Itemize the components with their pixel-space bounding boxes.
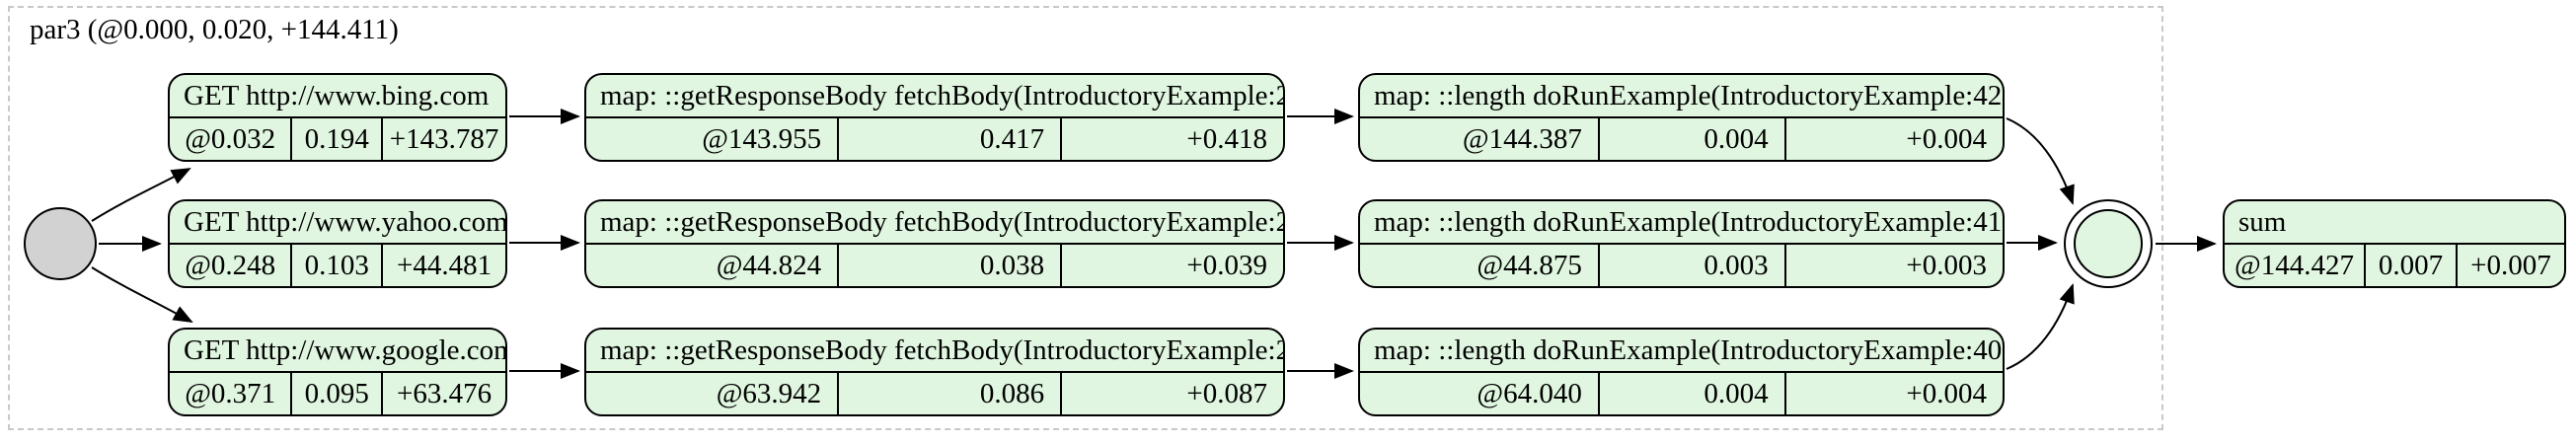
cell-duration: 0.003 (1597, 245, 1784, 286)
node-title: GET http://www.yahoo.com (170, 201, 505, 245)
cell-at: @0.248 (185, 250, 276, 281)
cell-at: @63.942 (716, 378, 822, 409)
cell-duration: 0.095 (290, 373, 381, 414)
cell-duration: 0.007 (2364, 245, 2456, 286)
par3-cluster-box (8, 6, 2163, 430)
node-map-getresponsebody-1: map: ::getResponseBody fetchBody(Introdu… (584, 73, 1285, 162)
node-map-length-3: map: ::length doRunExample(IntroductoryE… (1358, 328, 2005, 416)
cell-delta: +0.004 (1783, 373, 2003, 414)
node-title: map: ::length doRunExample(IntroductoryE… (1360, 330, 2003, 373)
node-title: map: ::getResponseBody fetchBody(Introdu… (586, 75, 1283, 118)
cell-at: @144.427 (2235, 250, 2354, 281)
cell-delta: +63.476 (381, 373, 505, 414)
cell-at: @143.955 (702, 123, 822, 155)
cell-at: @64.040 (1477, 378, 1582, 409)
node-get-yahoo: GET http://www.yahoo.com @0.248 0.103 +4… (168, 199, 507, 288)
cell-at: @144.387 (1462, 123, 1582, 155)
cell-duration: 0.103 (290, 245, 381, 286)
cell-duration: 0.086 (837, 373, 1060, 414)
node-title: map: ::length doRunExample(IntroductoryE… (1360, 75, 2003, 118)
cell-delta: +0.003 (1783, 245, 2003, 286)
cell-at: @44.875 (1477, 250, 1582, 281)
cell-duration: 0.417 (837, 118, 1060, 160)
cell-duration: 0.038 (837, 245, 1060, 286)
cell-delta: +143.787 (381, 118, 505, 160)
node-get-bing: GET http://www.bing.com @0.032 0.194 +14… (168, 73, 507, 162)
node-map-length-1: map: ::length doRunExample(IntroductoryE… (1358, 73, 2005, 162)
node-title: map: ::getResponseBody fetchBody(Introdu… (586, 330, 1283, 373)
cell-duration: 0.004 (1597, 373, 1784, 414)
cell-at: @0.032 (185, 123, 276, 155)
node-map-getresponsebody-3: map: ::getResponseBody fetchBody(Introdu… (584, 328, 1285, 416)
cell-at: @0.371 (185, 378, 276, 409)
node-map-length-2: map: ::length doRunExample(IntroductoryE… (1358, 199, 2005, 288)
cell-delta: +0.004 (1783, 118, 2003, 160)
node-map-getresponsebody-2: map: ::getResponseBody fetchBody(Introdu… (584, 199, 1285, 288)
end-node-inner-circle (2074, 209, 2143, 278)
node-get-google: GET http://www.google.com @0.371 0.095 +… (168, 328, 507, 416)
node-title: GET http://www.bing.com (170, 75, 505, 118)
cluster-title: par3 (@0.000, 0.020, +144.411) (30, 14, 399, 45)
node-sum: sum @144.427 0.007 +0.007 (2223, 199, 2566, 288)
cell-delta: +44.481 (381, 245, 505, 286)
cell-at: @44.824 (716, 250, 822, 281)
cell-delta: +0.039 (1060, 245, 1283, 286)
cell-duration: 0.004 (1597, 118, 1784, 160)
cell-delta: +0.007 (2455, 245, 2564, 286)
end-node-double-circle (2064, 199, 2153, 288)
start-node-circle (24, 207, 97, 280)
cell-duration: 0.194 (290, 118, 381, 160)
node-title: sum (2225, 201, 2564, 245)
node-title: map: ::length doRunExample(IntroductoryE… (1360, 201, 2003, 245)
node-title: GET http://www.google.com (170, 330, 505, 373)
cell-delta: +0.418 (1060, 118, 1283, 160)
node-title: map: ::getResponseBody fetchBody(Introdu… (586, 201, 1283, 245)
cell-delta: +0.087 (1060, 373, 1283, 414)
